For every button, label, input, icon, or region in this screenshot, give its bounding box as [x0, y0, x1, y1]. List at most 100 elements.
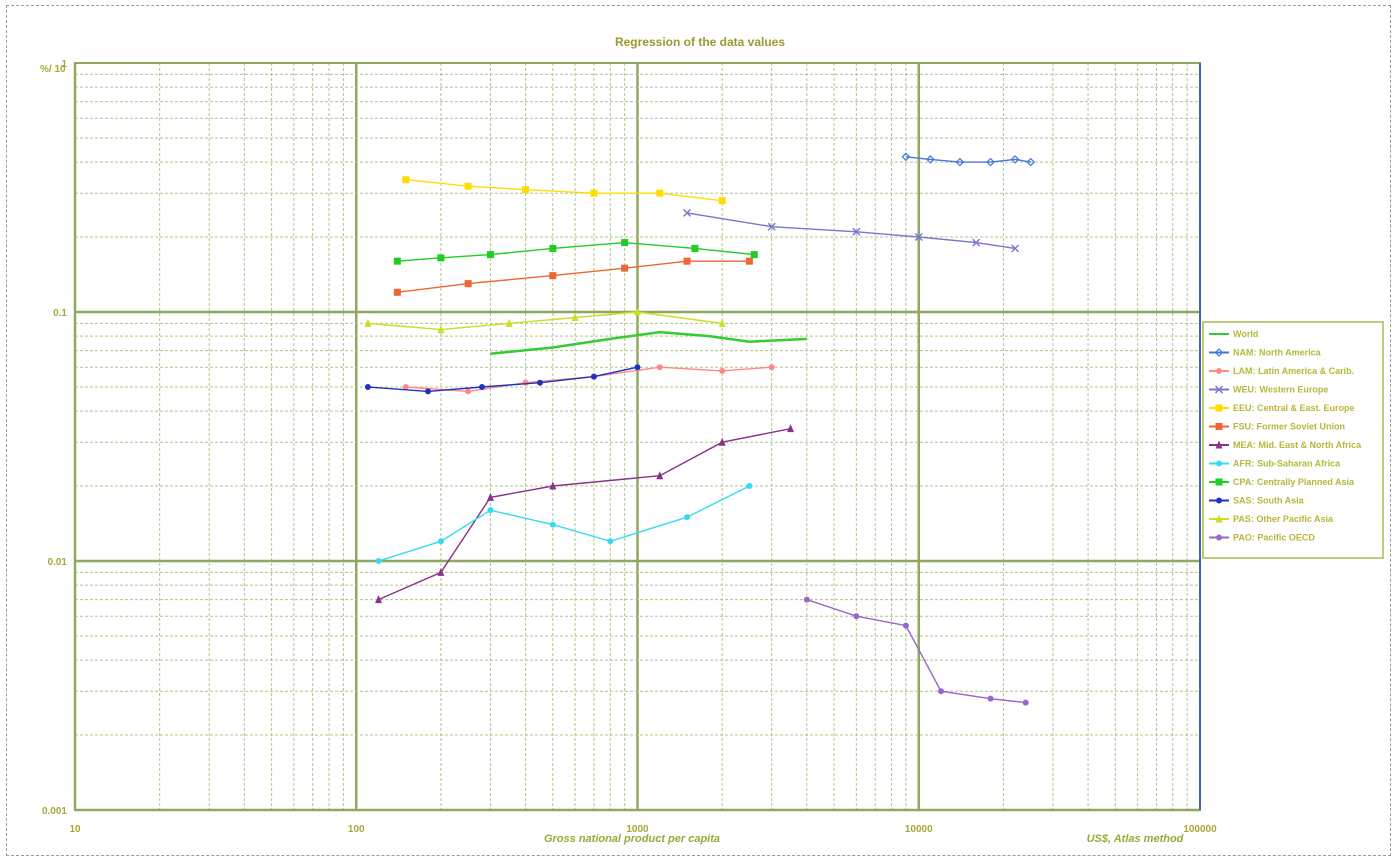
data-point	[987, 695, 994, 702]
data-point	[745, 257, 753, 265]
data-point	[1215, 514, 1223, 523]
data-point	[437, 325, 445, 334]
series-line	[397, 260, 750, 293]
data-point	[746, 483, 753, 490]
axes: 10 100 1000 10000 100000 0.001 0.01 0.1 1	[42, 59, 1217, 835]
data-point	[486, 251, 494, 259]
data-point	[853, 613, 860, 620]
legend-entry: AFR: Sub-Saharan Africa	[1233, 459, 1341, 469]
data-point	[914, 233, 923, 242]
data-point	[522, 186, 530, 194]
data-point	[926, 155, 935, 164]
y-tick-label: 0.001	[42, 806, 67, 817]
data-point	[549, 521, 556, 528]
data-point	[425, 388, 432, 395]
data-point	[1215, 385, 1223, 394]
data-point	[803, 596, 810, 603]
y-tick-label: 0.01	[48, 557, 68, 568]
y-tick-label: 1	[61, 59, 67, 70]
data-point	[437, 538, 444, 545]
series	[393, 257, 753, 296]
data-point	[393, 288, 401, 296]
data-point	[1216, 460, 1222, 467]
data-point	[590, 373, 597, 380]
data-point	[549, 481, 557, 490]
series-line	[405, 366, 772, 393]
data-point	[571, 313, 579, 322]
data-point	[402, 383, 409, 390]
data-point	[938, 688, 945, 695]
data-point	[437, 567, 445, 576]
data-point	[1216, 534, 1222, 541]
data-point	[972, 238, 981, 247]
data-point	[1215, 478, 1223, 486]
data-point	[719, 367, 726, 374]
data-point	[691, 244, 699, 252]
y-tick-label: 0.1	[53, 308, 67, 319]
data-point	[607, 538, 614, 545]
grid	[73, 63, 1200, 812]
data-point	[852, 227, 861, 236]
data-point	[621, 239, 629, 247]
data-point	[590, 189, 598, 197]
data-point	[787, 424, 795, 433]
x-tick-label: 10000	[905, 824, 933, 835]
data-point	[393, 257, 401, 265]
x-tick-label: 1000	[626, 824, 649, 835]
data-point	[901, 152, 911, 162]
series	[803, 596, 1029, 706]
data-point	[479, 383, 486, 390]
series	[402, 364, 775, 395]
data-point	[767, 222, 776, 231]
series-line	[806, 598, 1026, 704]
data-point	[549, 272, 557, 280]
series-line	[405, 179, 723, 202]
series-line	[397, 241, 755, 262]
data-point	[465, 388, 472, 395]
data-point	[464, 182, 472, 190]
legend-box	[1202, 321, 1384, 559]
data-point	[1011, 244, 1020, 253]
data-point	[375, 595, 383, 604]
data-point	[364, 383, 371, 390]
series	[375, 483, 753, 564]
series	[393, 239, 758, 265]
data-point	[986, 157, 995, 167]
data-point	[683, 208, 692, 217]
legend-entry: PAS: Other Pacific Asia	[1233, 514, 1334, 524]
data-point	[1214, 348, 1224, 357]
series	[901, 152, 1036, 167]
data-point	[656, 189, 664, 197]
legend-entry: NAM: North America	[1233, 348, 1322, 358]
legend-entry: CPA: Centrally Planned Asia	[1233, 477, 1355, 487]
data-point	[1215, 404, 1223, 412]
x-tick-label: 10	[69, 824, 81, 835]
x-tick-label: 100000	[1183, 824, 1217, 835]
data-point	[536, 379, 543, 386]
data-point	[656, 364, 663, 371]
data-point	[505, 318, 513, 327]
data-point	[750, 251, 758, 259]
data-point	[1026, 157, 1036, 167]
series-line	[490, 330, 807, 355]
data-point	[1215, 423, 1223, 430]
legend: World NAM: North America LAM: Latin Americ…	[1202, 321, 1384, 559]
legend-entry: MEA: Mid. East & North Africa	[1233, 440, 1362, 450]
y-corner-label: %/ 10	[40, 64, 66, 75]
data-point	[621, 264, 629, 272]
data-point	[522, 379, 529, 386]
series-line	[378, 485, 750, 562]
data-point	[718, 197, 726, 205]
legend-entry: PAO: Pacific OECD	[1233, 533, 1315, 543]
legend-entry: EEU: Central & East. Europe	[1233, 403, 1355, 413]
legend-entry: WEU: Western Europe	[1233, 385, 1328, 395]
data-point	[364, 318, 372, 327]
series-line	[686, 212, 1016, 250]
data-point	[437, 254, 445, 262]
data-point	[902, 622, 909, 629]
data-point	[464, 280, 472, 288]
data-point	[549, 244, 557, 252]
data-point	[634, 364, 641, 371]
chart-frame	[6, 5, 1391, 856]
series	[364, 307, 726, 334]
